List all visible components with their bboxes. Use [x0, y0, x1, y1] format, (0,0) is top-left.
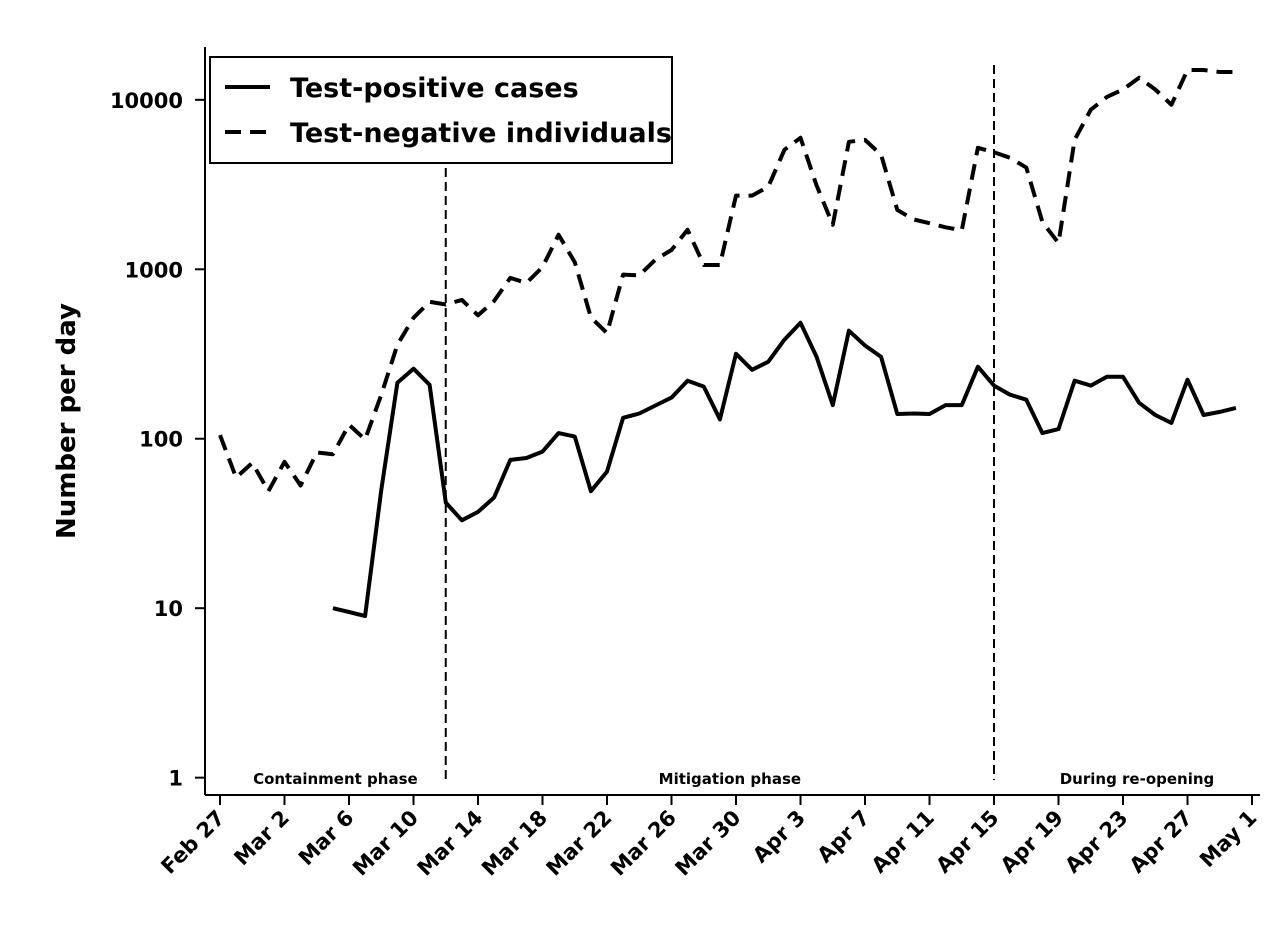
x-tick-label: Apr 15 — [931, 806, 1003, 878]
y-tick-label: 10 — [154, 597, 183, 621]
x-tick-label: Apr 27 — [1125, 806, 1197, 878]
x-tick-label: Apr 19 — [996, 806, 1068, 878]
y-tick-label: 1000 — [125, 258, 183, 282]
legend-box — [209, 56, 673, 164]
series-line — [332, 320, 1237, 618]
x-tick-label: May 1 — [1195, 806, 1262, 873]
x-tick-label: Apr 7 — [813, 806, 875, 868]
legend-label: Test-positive cases — [290, 73, 579, 104]
x-tick-label: Mar 30 — [671, 806, 746, 881]
x-tick-label: Apr 11 — [867, 806, 939, 878]
x-tick-label: Mar 26 — [606, 806, 681, 881]
x-tick-label: Mar 2 — [229, 806, 294, 871]
x-tick-label: Mar 22 — [542, 806, 617, 881]
series-line — [218, 68, 1236, 494]
x-tick-label: Mar 10 — [348, 806, 423, 881]
x-tick-label: Apr 23 — [1060, 806, 1132, 878]
phase-label: Mitigation phase — [659, 770, 801, 788]
x-tick-label: Apr 3 — [748, 806, 810, 868]
x-tick-label: Feb 27 — [156, 806, 229, 879]
legend-label: Test-negative individuals — [290, 118, 672, 149]
phase-label: Containment phase — [253, 770, 418, 788]
y-tick-label: 1 — [168, 767, 183, 791]
x-tick-label: Mar 18 — [477, 806, 552, 881]
x-tick-label: Mar 6 — [294, 806, 359, 871]
y-tick-label: 100 — [139, 428, 183, 452]
y-tick-label: 10000 — [110, 89, 183, 113]
phase-label: During re-opening — [1060, 770, 1215, 788]
x-tick-label: Mar 14 — [413, 806, 488, 881]
y-axis-title: Number per day — [52, 303, 82, 539]
